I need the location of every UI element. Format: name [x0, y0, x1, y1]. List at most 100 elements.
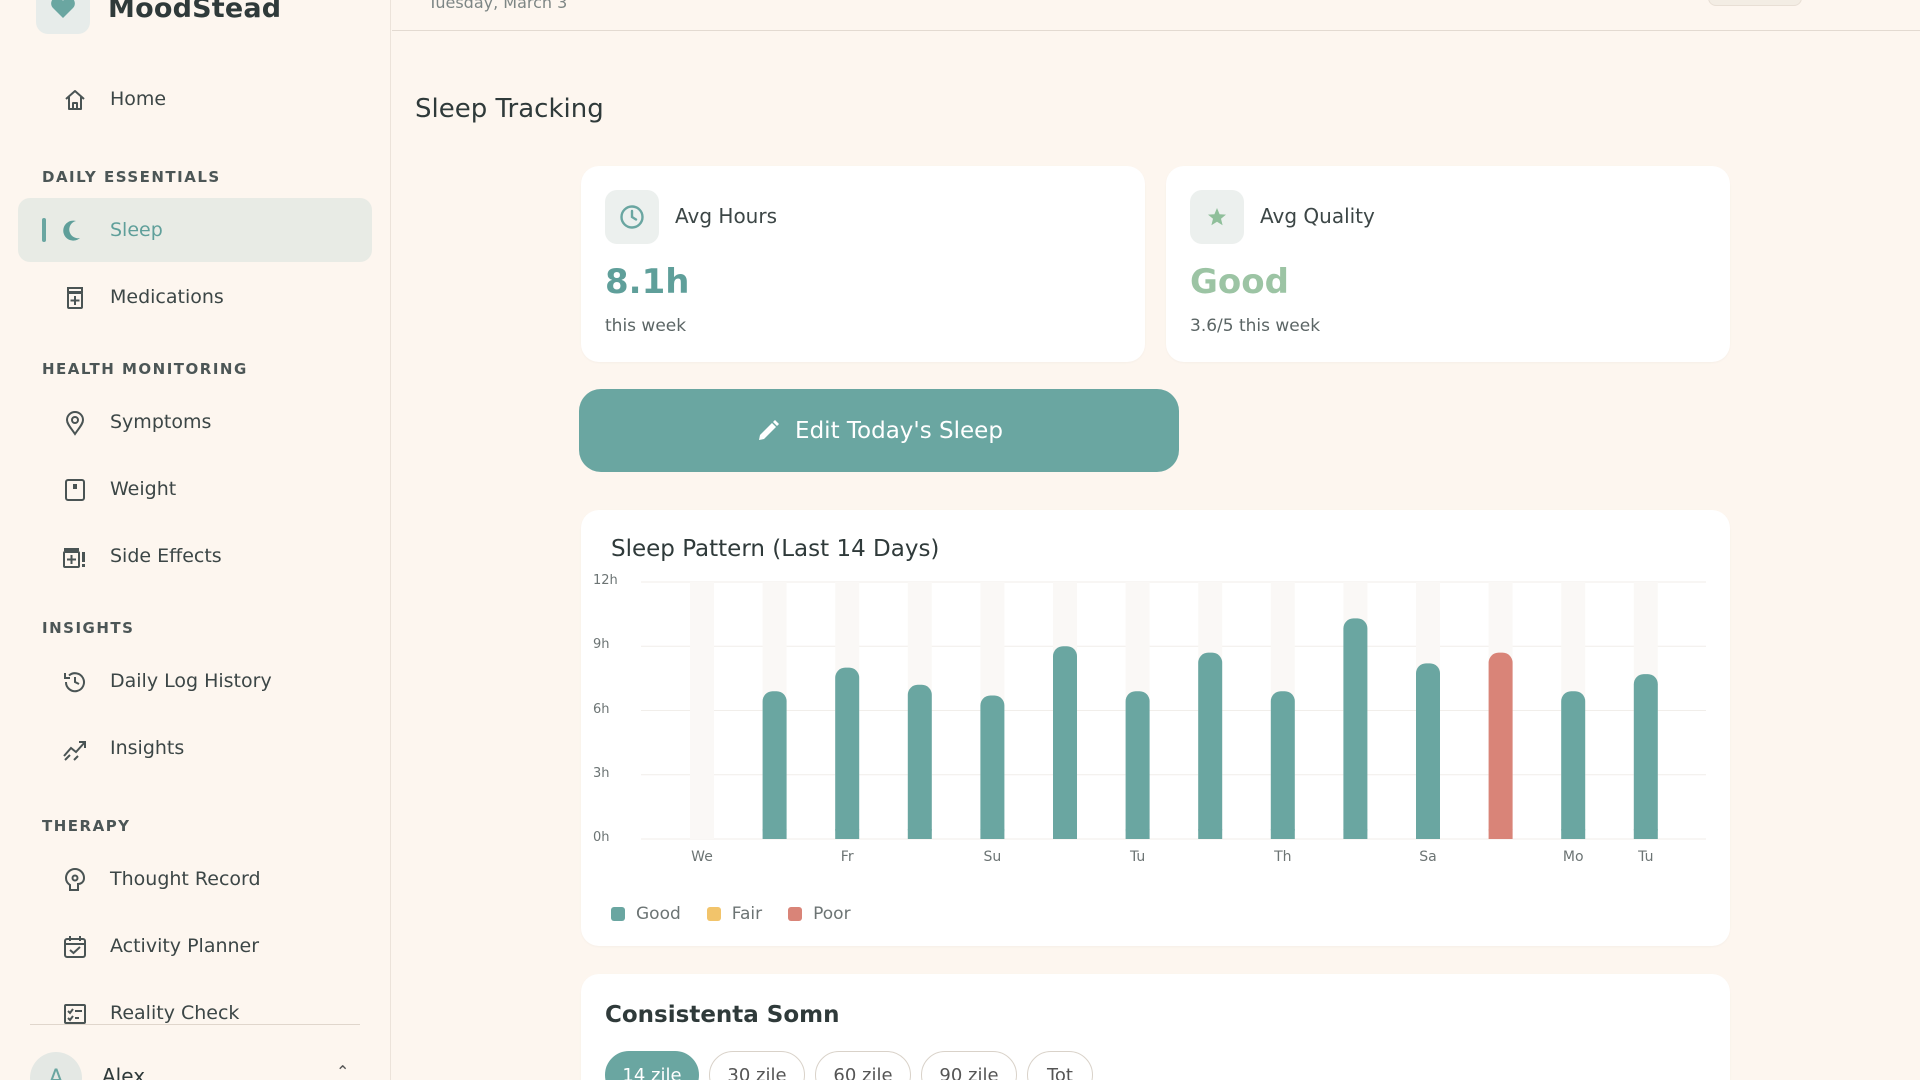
sidebar-item-symptoms[interactable]: Symptoms	[18, 390, 372, 454]
sleep-bar[interactable]	[1633, 674, 1658, 839]
sidebar-item-home[interactable]: Home	[18, 67, 372, 131]
sleep-bar[interactable]	[1416, 663, 1440, 839]
top-header: Tuesday, March 3	[392, 0, 1920, 31]
sleep-bar[interactable]	[980, 695, 1005, 839]
checklist-icon	[64, 1004, 86, 1024]
heart-logo-icon	[36, 0, 90, 34]
range-30-days[interactable]: 30 zile	[709, 1051, 805, 1080]
sidebar-item-label: Home	[110, 88, 167, 110]
legend-swatch	[611, 907, 625, 921]
trend-chart-icon	[63, 741, 86, 761]
stat-subtext: this week	[605, 316, 687, 336]
chart-title: Sleep Pattern (Last 14 Days)	[611, 536, 940, 562]
x-tick-label: Tu	[1638, 849, 1654, 865]
user-name: Alex	[102, 1064, 146, 1080]
sleep-bar[interactable]	[1488, 652, 1513, 839]
x-tick-label: Fr	[840, 849, 854, 865]
y-tick-label: 12h	[593, 573, 618, 588]
sidebar-item-label: Symptoms	[110, 411, 212, 433]
sidebar-item-label: Weight	[110, 478, 177, 500]
sidebar-item-reality-check[interactable]: Reality Check	[18, 981, 372, 1045]
calendar-check-icon	[64, 936, 86, 958]
sidebar-item-label: Activity Planner	[110, 935, 260, 957]
sleep-bar[interactable]	[1053, 646, 1077, 839]
sidebar: MoodStead Home DAILY ESSENTIALS Sleep Me…	[0, 0, 391, 1080]
history-icon	[64, 672, 85, 693]
sleep-bar[interactable]	[1270, 691, 1295, 839]
sleep-bar-base	[835, 829, 860, 839]
x-tick-label: We	[691, 849, 713, 865]
sidebar-item-side-effects[interactable]: Side Effects	[18, 524, 372, 588]
sleep-bar-base	[1561, 829, 1586, 839]
pencil-icon	[759, 419, 780, 440]
range-90-days[interactable]: 90 zile	[921, 1051, 1017, 1080]
chart-legend: Good Fair Poor	[611, 904, 877, 924]
sleep-pattern-chart	[641, 581, 1706, 840]
sidebar-item-daily-log-history[interactable]: Daily Log History	[18, 649, 372, 713]
header-date: Tuesday, March 3	[428, 0, 568, 12]
stat-value: 8.1h	[605, 262, 690, 302]
section-title-daily-essentials: DAILY ESSENTIALS	[42, 168, 221, 186]
x-tick-label: Su	[983, 849, 1002, 865]
avg-hours-card: Avg Hours 8.1h this week	[581, 166, 1145, 362]
sidebar-item-label: Thought Record	[110, 868, 261, 890]
stat-subtext: 3.6/5 this week	[1190, 316, 1321, 336]
user-menu[interactable]: A Alex ⌃	[30, 1050, 360, 1080]
sleep-bar[interactable]	[1125, 691, 1150, 839]
sidebar-divider	[30, 1024, 360, 1025]
sidebar-item-insights[interactable]: Insights	[18, 716, 372, 780]
sleep-bar-base	[1488, 829, 1513, 839]
sleep-bar[interactable]	[907, 684, 932, 839]
sidebar-item-weight[interactable]: Weight	[18, 457, 372, 521]
x-tick-label: Th	[1274, 849, 1292, 865]
sleep-bar[interactable]	[835, 667, 860, 839]
brand[interactable]: MoodStead	[36, 0, 281, 34]
sleep-pattern-card: Sleep Pattern (Last 14 Days) 12h 9h 6h 3h 0h…	[581, 510, 1730, 946]
sleep-bar-base	[1125, 829, 1150, 839]
range-all[interactable]: Tot	[1027, 1051, 1093, 1080]
range-60-days[interactable]: 60 zile	[815, 1051, 911, 1080]
y-tick-label: 9h	[593, 637, 610, 653]
sleep-bar[interactable]	[1343, 618, 1368, 839]
sleep-bar-base	[1270, 829, 1295, 839]
sidebar-item-label: Side Effects	[110, 545, 222, 567]
legend-label: Good	[636, 904, 681, 924]
medication-icon	[67, 287, 83, 309]
range-14-days[interactable]: 14 zile	[605, 1051, 699, 1080]
side-effects-icon	[63, 548, 85, 568]
sidebar-item-thought-record[interactable]: Thought Record	[18, 847, 372, 911]
sleep-bar[interactable]	[1561, 691, 1586, 839]
star-icon	[1190, 190, 1244, 244]
x-tick-label: Mo	[1562, 849, 1584, 865]
moon-icon	[63, 220, 80, 241]
legend-label: Poor	[813, 904, 851, 924]
sleep-bar[interactable]	[1198, 652, 1223, 839]
stat-label: Avg Quality	[1260, 204, 1375, 228]
sidebar-item-activity-planner[interactable]: Activity Planner	[18, 914, 372, 978]
sidebar-item-medications[interactable]: Medications	[18, 265, 372, 329]
section-title-insights: INSIGHTS	[42, 619, 135, 637]
legend-label: Fair	[731, 904, 763, 924]
sidebar-item-sleep[interactable]: Sleep	[18, 198, 372, 262]
legend-item-good: Good	[611, 904, 681, 924]
sleep-bar[interactable]	[762, 691, 787, 839]
x-tick-label: Tu	[1129, 849, 1146, 865]
chevron-up-icon[interactable]: ⌃	[336, 1062, 350, 1080]
thought-icon	[64, 868, 86, 891]
header-action-button[interactable]	[1708, 0, 1802, 6]
active-indicator	[42, 218, 46, 242]
legend-swatch	[788, 907, 803, 921]
bar-track	[690, 582, 714, 839]
symptoms-icon	[65, 411, 85, 436]
sleep-bar-base	[980, 829, 1005, 839]
y-tick-label: 6h	[593, 701, 610, 717]
stat-label: Avg Hours	[675, 204, 777, 228]
edit-today-sleep-button[interactable]: Edit Today's Sleep	[579, 389, 1179, 472]
sleep-bar-base	[1053, 829, 1077, 839]
legend-item-poor: Poor	[788, 904, 851, 924]
clock-icon	[605, 190, 659, 244]
page-title: Sleep Tracking	[415, 94, 604, 124]
home-icon	[65, 90, 85, 110]
y-tick-label: 0h	[593, 830, 610, 845]
sleep-consistency-card: Consistenta Somn 14 zile 30 zile 60 zile…	[581, 974, 1730, 1080]
